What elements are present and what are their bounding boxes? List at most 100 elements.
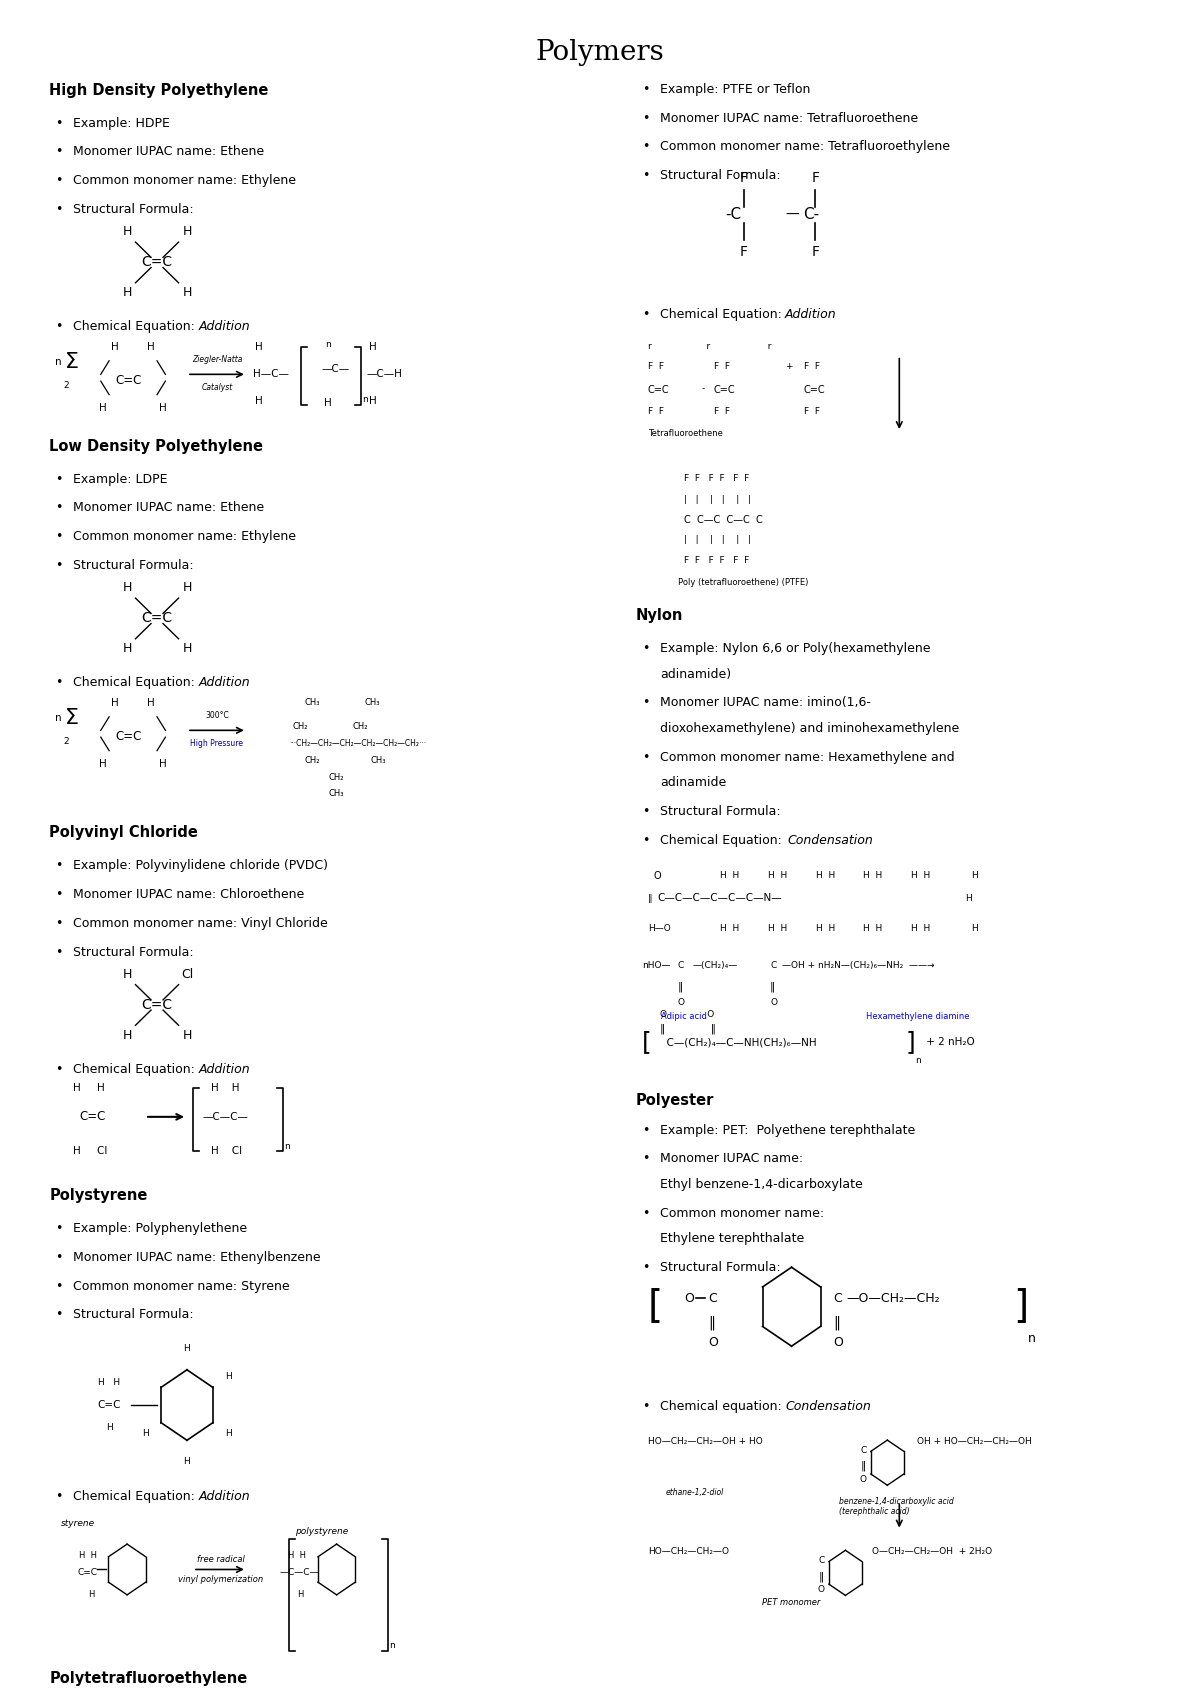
Text: C=C: C=C — [142, 998, 173, 1012]
Text: High Pressure: High Pressure — [191, 739, 244, 747]
Text: H: H — [122, 968, 132, 981]
Text: H: H — [148, 343, 155, 351]
Text: H: H — [106, 1423, 113, 1431]
Text: •: • — [642, 751, 649, 764]
Text: •: • — [55, 117, 62, 129]
Text: C-: C- — [804, 207, 820, 222]
Text: O: O — [678, 998, 685, 1007]
Text: H: H — [122, 287, 132, 299]
Text: H: H — [122, 581, 132, 594]
Text: Example: LDPE: Example: LDPE — [73, 472, 168, 486]
Text: Σ: Σ — [65, 351, 79, 372]
Text: —C—C—: —C—C— — [203, 1112, 248, 1122]
Text: •: • — [642, 141, 649, 153]
Text: C=C: C=C — [142, 255, 173, 270]
Text: +: + — [786, 362, 793, 372]
Text: ‖: ‖ — [770, 981, 775, 992]
Text: •: • — [55, 530, 62, 543]
Text: •: • — [55, 1063, 62, 1075]
Text: Chemical Equation:: Chemical Equation: — [73, 676, 199, 689]
Text: F: F — [739, 171, 748, 185]
Text: C=C: C=C — [115, 374, 142, 387]
Text: C=C: C=C — [142, 611, 173, 625]
Text: n: n — [914, 1056, 920, 1065]
Text: Common monomer name: Ethylene: Common monomer name: Ethylene — [73, 175, 296, 187]
Text: Polymers: Polymers — [535, 39, 665, 66]
Text: •: • — [642, 83, 649, 95]
Text: •: • — [55, 946, 62, 959]
Text: ‖: ‖ — [678, 981, 683, 992]
Text: OH + HO—CH₂—CH₂—OH: OH + HO—CH₂—CH₂—OH — [917, 1437, 1032, 1447]
Text: dioxohexamethylene) and iminohexamethylene: dioxohexamethylene) and iminohexamethyle… — [660, 722, 959, 735]
Text: PET monomer: PET monomer — [762, 1598, 821, 1608]
Text: H  H: H H — [720, 924, 739, 932]
Text: H: H — [112, 698, 119, 708]
Text: H  H: H H — [911, 924, 930, 932]
Text: H  H: H H — [863, 924, 883, 932]
Text: Σ: Σ — [65, 708, 79, 728]
Text: Addition: Addition — [198, 1063, 250, 1075]
Text: C: C — [708, 1292, 716, 1304]
Text: F  F   F  F   F  F: F F F F F F — [684, 555, 749, 565]
Text: Example: HDPE: Example: HDPE — [73, 117, 170, 129]
Text: C=C: C=C — [804, 384, 826, 394]
Text: F  F: F F — [648, 362, 664, 372]
Text: Ethyl benzene-1,4-dicarboxylate: Ethyl benzene-1,4-dicarboxylate — [660, 1178, 863, 1190]
Text: •: • — [55, 1223, 62, 1234]
Text: •: • — [55, 1309, 62, 1321]
Text: H: H — [184, 1457, 191, 1465]
Text: Common monomer name: Hexamethylene and: Common monomer name: Hexamethylene and — [660, 751, 954, 764]
Text: High Density Polyethylene: High Density Polyethylene — [49, 83, 269, 98]
Text: F  F: F F — [714, 406, 730, 416]
Text: C: C — [770, 961, 776, 970]
Text: Structural Formula:: Structural Formula: — [660, 805, 780, 818]
Text: Common monomer name: Ethylene: Common monomer name: Ethylene — [73, 530, 296, 543]
Text: C: C — [678, 961, 684, 970]
Text: C—C—C—C—C—C—N—: C—C—C—C—C—C—N— — [658, 893, 782, 903]
Text: ]: ] — [1013, 1287, 1028, 1326]
Text: Condensation: Condensation — [787, 834, 872, 847]
Text: H: H — [160, 759, 167, 769]
Text: C=C: C=C — [115, 730, 142, 744]
Text: Poly (tetrafluoroethene) (PTFE): Poly (tetrafluoroethene) (PTFE) — [678, 577, 808, 588]
Text: C: C — [818, 1555, 824, 1566]
Text: H: H — [100, 402, 107, 413]
Text: C=C: C=C — [648, 384, 670, 394]
Text: Cl: Cl — [181, 968, 193, 981]
Text: H: H — [182, 581, 192, 594]
Text: free radical: free radical — [197, 1555, 245, 1564]
Text: Polyvinyl Chloride: Polyvinyl Chloride — [49, 825, 198, 841]
Text: •: • — [642, 805, 649, 818]
Text: C=C: C=C — [79, 1110, 106, 1124]
Text: CH₂: CH₂ — [293, 722, 308, 732]
Text: |   |    |   |    |   |: | | | | | | — [684, 535, 751, 545]
Text: Chemical equation:: Chemical equation: — [660, 1399, 786, 1413]
Text: -C: -C — [726, 207, 742, 222]
Text: H: H — [88, 1591, 95, 1600]
Text: Chemical Equation:: Chemical Equation: — [660, 309, 786, 321]
Text: •: • — [55, 175, 62, 187]
Text: adinamide: adinamide — [660, 776, 726, 790]
Text: F  F   F  F   F  F: F F F F F F — [684, 474, 749, 484]
Text: —C—C—: —C—C— — [280, 1569, 319, 1577]
Text: Condensation: Condensation — [785, 1399, 871, 1413]
Text: F  F: F F — [648, 406, 664, 416]
Text: adinamide): adinamide) — [660, 667, 731, 681]
Text: Structural Formula:: Structural Formula: — [73, 1309, 194, 1321]
Text: —(CH₂)₄—: —(CH₂)₄— — [692, 961, 738, 970]
Text: C=C: C=C — [714, 384, 736, 394]
Text: •: • — [55, 1280, 62, 1292]
Text: O: O — [770, 998, 778, 1007]
Text: H: H — [122, 1029, 132, 1043]
Text: F  F: F F — [714, 362, 730, 372]
Text: Structural Formula:: Structural Formula: — [73, 204, 194, 216]
Text: Hexamethylene diamine: Hexamethylene diamine — [865, 1012, 970, 1020]
Text: CH₂: CH₂ — [329, 773, 344, 783]
Text: •: • — [642, 1207, 649, 1219]
Text: •: • — [55, 859, 62, 873]
Text: ‖              ‖: ‖ ‖ — [660, 1024, 716, 1034]
Text: •: • — [55, 676, 62, 689]
Text: n: n — [325, 340, 331, 348]
Text: ‖: ‖ — [648, 893, 653, 903]
Text: CH₂: CH₂ — [353, 722, 368, 732]
